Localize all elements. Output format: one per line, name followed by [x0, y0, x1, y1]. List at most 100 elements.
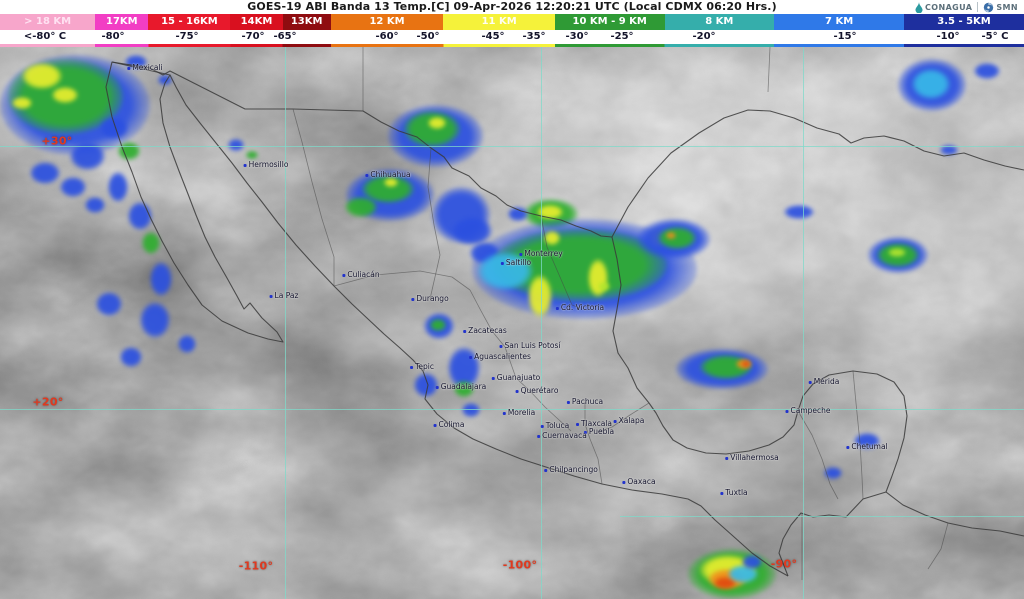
city-label: Hermosillo: [243, 161, 288, 169]
temp-tick: -20°: [692, 31, 716, 42]
city-marker-icon: [540, 424, 544, 428]
cloud-blob: [158, 75, 172, 85]
temp-tick: -60°: [375, 31, 399, 42]
city-label: Oaxaca: [622, 478, 656, 486]
cloud-blob: [22, 63, 62, 89]
cloud-blob: [940, 145, 958, 155]
city-marker-icon: [342, 273, 346, 277]
temp-tick: -30°: [565, 31, 589, 42]
city-label: Morelia: [502, 409, 535, 417]
city-label: La Paz: [269, 292, 298, 300]
city-label: Monterrey: [519, 250, 563, 258]
cloud-texture: [0, 47, 1024, 599]
conagua-logo: CONAGUA: [915, 1, 972, 13]
map-border-layer: [105, 47, 1024, 580]
city-marker-icon: [410, 365, 414, 369]
city-label: Guanajuato: [491, 374, 540, 382]
temp-tick: -75°: [175, 31, 199, 42]
smn-swirl-icon: [984, 2, 994, 12]
cloud-blob: [544, 231, 560, 245]
city-label: Chilpancingo: [544, 466, 598, 474]
cloud-blob: [384, 178, 398, 187]
temp-tick: -65°: [273, 31, 297, 42]
logo-divider: [977, 2, 979, 12]
cloud-blob: [912, 69, 950, 99]
cloud-blob: [430, 319, 446, 331]
cloud-blob: [96, 292, 122, 316]
cloud-blob: [452, 217, 492, 245]
city-marker-icon: [365, 173, 369, 177]
city-marker-icon: [463, 329, 467, 333]
cloud-blob: [454, 381, 474, 397]
image-title: GOES-19 ABI Banda 13 Temp.[C] 09-Apr-202…: [247, 0, 777, 13]
city-label: Saltillo: [500, 259, 531, 267]
grid-coordinate-label: +30°: [41, 134, 73, 148]
city-label: Puebla: [583, 428, 614, 436]
temp-tick: -45°: [481, 31, 505, 42]
temp-tick: -35°: [522, 31, 546, 42]
temp-tick: -80°: [101, 31, 125, 42]
cloud-blob: [108, 172, 128, 202]
city-marker-icon: [499, 344, 503, 348]
smn-logo: SMN: [983, 2, 1018, 13]
scale-temps: <-80° C -80° -75° -70° -65° -60° -50° -45° -35° -…: [0, 30, 1024, 44]
scale-band: 13KM: [282, 14, 331, 30]
cloud-blob: [784, 205, 814, 219]
city-label: Pachuca: [566, 398, 603, 406]
cloud-blob: [537, 205, 563, 219]
city-label: Mérida: [808, 378, 839, 386]
grid-line-vertical: [285, 47, 286, 599]
cloud-blob: [598, 282, 610, 291]
scale-band: 3.5 - 5KM: [904, 14, 1024, 30]
scale-strip: [0, 44, 1024, 47]
scale-bands: > 18 KM 17KM 15 - 16KM 14KM 13KM 12 KM 11 KM 10…: [0, 14, 1024, 30]
cloud-blob: [888, 248, 906, 257]
temp-tick: <-80° C: [23, 31, 67, 42]
scale-band: 12 KM: [330, 14, 444, 30]
grid-line-horizontal: [0, 146, 1024, 147]
city-label: Tuxtla: [720, 489, 748, 497]
city-marker-icon: [555, 306, 559, 310]
city-marker-icon: [502, 411, 506, 415]
city-marker-icon: [725, 456, 729, 460]
scale-band: 14KM: [230, 14, 283, 30]
cloud-blob: [345, 197, 377, 217]
scale-band: 7 KM: [774, 14, 905, 30]
scale-band: 11 KM: [443, 14, 555, 30]
city-label: Guadalajara: [435, 383, 486, 391]
scale-band: > 18 KM: [0, 14, 96, 30]
city-marker-icon: [491, 376, 495, 380]
cloud-blob: [228, 139, 244, 151]
city-marker-icon: [433, 423, 437, 427]
city-label: Mexicali: [127, 64, 163, 72]
cloud-blob: [30, 162, 60, 184]
cloud-blob: [52, 87, 78, 103]
city-label: Zacatecas: [463, 327, 507, 335]
cloud-blob: [142, 232, 160, 254]
city-marker-icon: [127, 66, 131, 70]
cloud-blob: [714, 577, 736, 589]
city-marker-icon: [613, 419, 617, 423]
satellite-map: +30° +20° -110° -100° -90° Mexicali Hermosill…: [0, 47, 1024, 599]
cloud-blob: [728, 565, 758, 583]
grid-line-horizontal: [620, 516, 1024, 517]
temp-tick: -25°: [610, 31, 634, 42]
scale-band: 17KM: [95, 14, 149, 30]
city-marker-icon: [469, 355, 473, 359]
cloud-blob: [60, 177, 86, 197]
cloud-blob: [428, 117, 446, 129]
cloud-blob: [128, 202, 152, 230]
city-marker-icon: [269, 294, 273, 298]
cloud-blob: [12, 97, 32, 109]
grid-coordinate-label: -110°: [238, 559, 274, 573]
city-label: Durango: [411, 295, 449, 303]
cloud-blob: [528, 275, 552, 317]
city-marker-icon: [808, 380, 812, 384]
city-label: Colima: [433, 421, 464, 429]
city-marker-icon: [435, 385, 439, 389]
city-marker-icon: [785, 409, 789, 413]
conagua-drop-icon: [915, 1, 923, 13]
city-label: Xalapa: [613, 417, 644, 425]
city-marker-icon: [243, 163, 247, 167]
cloud-blob: [125, 55, 147, 69]
